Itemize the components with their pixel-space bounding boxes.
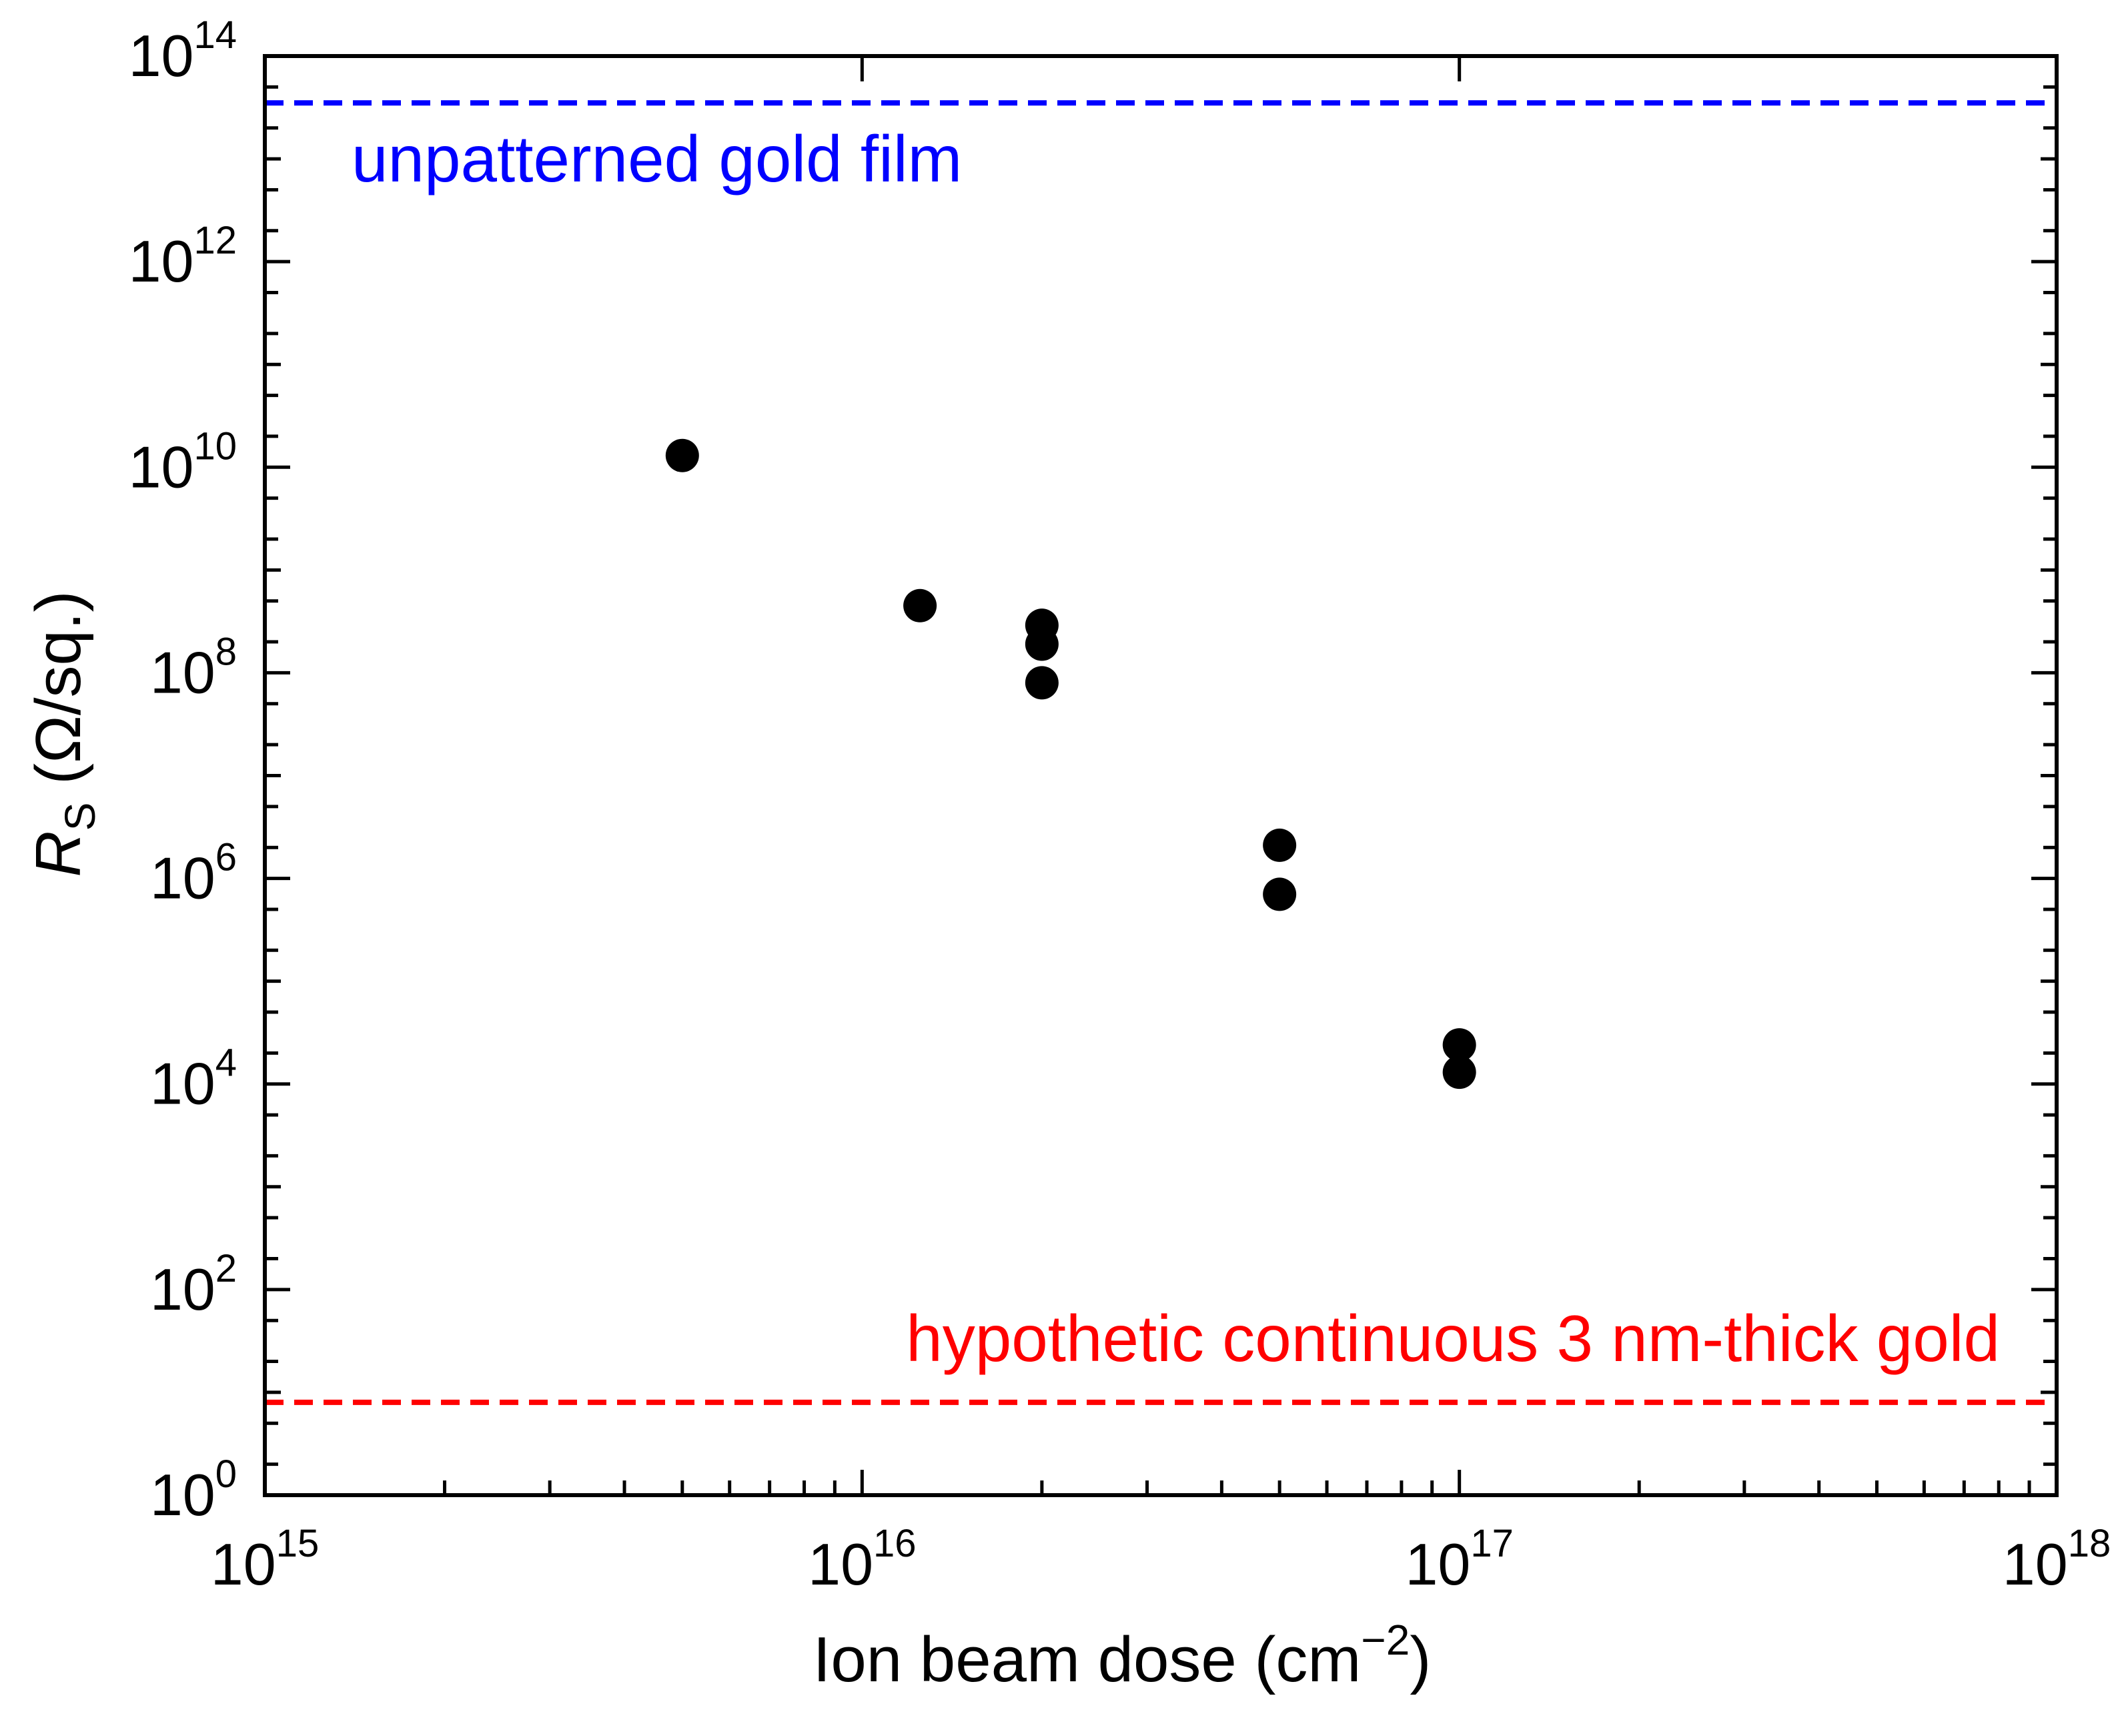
x-tick-label: 1016 bbox=[808, 1522, 916, 1597]
axis-ticks bbox=[263, 54, 2059, 1497]
plot-frame bbox=[263, 54, 2059, 1497]
x-tick-label: 1017 bbox=[1405, 1522, 1513, 1597]
reference-line-label: hypothetic continuous 3 nm-thick gold bbox=[906, 1302, 2000, 1375]
y-axis-title-unit: (Ω/sq.) bbox=[23, 590, 94, 802]
data-point bbox=[1025, 666, 1059, 700]
x-axis-title-exponent: −2 bbox=[1361, 1616, 1410, 1664]
data-point bbox=[1263, 828, 1297, 862]
reference-line-label: unpatterned gold film bbox=[352, 122, 962, 195]
y-tick-label: 102 bbox=[150, 1247, 237, 1322]
x-axis-title: Ion beam dose (cm−2) bbox=[813, 1616, 1432, 1695]
y-tick-label: 1014 bbox=[129, 13, 237, 89]
data-point bbox=[1025, 627, 1059, 661]
data-points bbox=[665, 438, 1476, 1090]
data-point bbox=[1442, 1028, 1476, 1062]
x-axis-title-prefix: Ion beam dose (cm bbox=[813, 1624, 1362, 1695]
data-point bbox=[903, 588, 937, 622]
data-point bbox=[1442, 1055, 1476, 1090]
reference-lines: unpatterned gold film hypothetic continuo… bbox=[265, 100, 2057, 1405]
y-tick-label: 100 bbox=[150, 1452, 237, 1528]
y-tick-label: 108 bbox=[150, 630, 237, 705]
y-tick-label: 104 bbox=[150, 1041, 237, 1117]
y-axis-title-subscript: S bbox=[56, 803, 104, 831]
y-tick-label: 1010 bbox=[129, 424, 237, 500]
y-axis-title: RS (Ω/sq.) bbox=[23, 590, 104, 877]
y-axis-title-symbol: R bbox=[23, 831, 94, 877]
data-point bbox=[1263, 877, 1297, 911]
x-axis-title-suffix: ) bbox=[1410, 1624, 1431, 1695]
x-tick-label: 1015 bbox=[211, 1522, 319, 1597]
tick-labels: 1015 1016 1017 1018 100 102 104 106 108 1010 1012 1… bbox=[129, 13, 2110, 1597]
y-tick-label: 106 bbox=[150, 836, 237, 911]
y-tick-label: 1012 bbox=[129, 219, 237, 294]
data-point bbox=[665, 438, 699, 472]
x-tick-label: 1018 bbox=[2003, 1522, 2110, 1597]
